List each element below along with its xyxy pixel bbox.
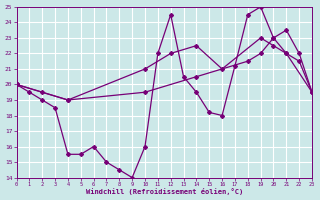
X-axis label: Windchill (Refroidissement éolien,°C): Windchill (Refroidissement éolien,°C) <box>86 188 243 195</box>
